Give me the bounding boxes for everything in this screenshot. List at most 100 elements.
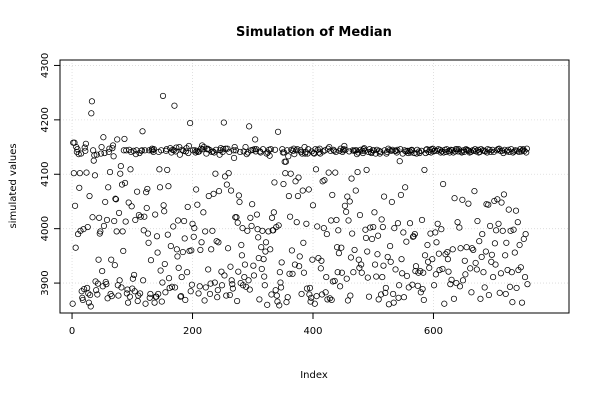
data-point	[296, 253, 303, 260]
data-point	[91, 152, 98, 159]
data-point	[283, 299, 290, 306]
data-point	[76, 170, 83, 177]
data-point	[453, 280, 460, 287]
data-point	[456, 283, 464, 290]
data-point	[345, 217, 352, 224]
y-tick-label: 4000	[40, 216, 51, 241]
data-point	[176, 151, 183, 158]
data-point	[221, 272, 228, 279]
data-point	[126, 293, 133, 300]
data-point	[106, 145, 113, 152]
data-point	[505, 206, 512, 213]
data-point	[202, 228, 209, 235]
data-point	[165, 275, 173, 282]
data-point	[349, 230, 356, 237]
data-point	[142, 300, 149, 307]
data-point	[387, 258, 394, 265]
data-point	[193, 186, 200, 193]
data-point	[337, 283, 344, 290]
data-point	[141, 147, 149, 154]
data-point	[146, 294, 153, 301]
data-point	[300, 269, 308, 276]
data-point	[497, 270, 505, 277]
data-point	[82, 147, 89, 154]
data-point	[278, 259, 285, 266]
data-point	[84, 284, 91, 292]
data-point	[499, 227, 506, 234]
data-point	[328, 296, 335, 304]
data-point	[227, 263, 234, 270]
data-point	[262, 239, 270, 246]
data-point	[335, 227, 342, 234]
data-point	[396, 158, 403, 165]
data-point	[379, 274, 386, 281]
data-point	[164, 166, 171, 173]
data-point	[73, 148, 80, 156]
data-point	[329, 191, 336, 199]
data-point	[353, 151, 361, 158]
data-point	[403, 238, 410, 245]
data-point	[491, 197, 498, 204]
data-point	[517, 264, 524, 271]
data-point	[105, 184, 112, 191]
x-axis-label: Index	[300, 370, 328, 381]
data-point	[151, 299, 158, 306]
data-point	[306, 284, 314, 292]
data-point	[238, 241, 245, 249]
data-point	[159, 92, 167, 99]
x-axis: 0 200 400 600	[69, 312, 443, 337]
data-point	[156, 166, 163, 173]
data-point	[111, 217, 118, 225]
data-point	[433, 239, 440, 246]
data-point	[400, 294, 408, 301]
data-point	[493, 227, 500, 234]
data-point	[239, 225, 246, 232]
data-point	[340, 147, 347, 154]
data-point	[255, 234, 262, 241]
data-point	[287, 213, 294, 220]
data-point	[513, 284, 520, 292]
data-point	[112, 196, 120, 203]
data-point	[421, 252, 429, 259]
data-point	[502, 290, 509, 298]
data-point	[110, 153, 117, 160]
data-point	[91, 172, 99, 179]
data-point	[338, 269, 345, 276]
data-point	[471, 188, 478, 195]
data-point	[105, 148, 112, 156]
data-point	[116, 277, 123, 284]
data-point	[287, 170, 294, 177]
data-point	[468, 245, 476, 252]
data-point	[421, 166, 428, 173]
data-point	[293, 219, 300, 226]
data-point	[188, 247, 195, 254]
data-point	[454, 219, 461, 226]
data-point	[365, 148, 372, 156]
data-point	[427, 230, 434, 237]
data-point	[187, 288, 194, 295]
data-point	[364, 248, 371, 255]
data-point	[396, 282, 403, 289]
data-point	[100, 134, 107, 141]
data-point	[418, 216, 426, 224]
data-point	[391, 225, 398, 232]
data-point	[390, 299, 397, 306]
data-point	[131, 288, 138, 295]
data-point	[399, 270, 406, 277]
data-point	[209, 148, 217, 155]
data-point	[295, 174, 302, 181]
data-point	[344, 297, 352, 304]
data-point	[308, 294, 315, 301]
data-point	[420, 296, 427, 304]
data-point	[226, 291, 233, 299]
data-point	[231, 154, 238, 162]
data-point	[157, 267, 164, 274]
data-point	[424, 258, 432, 265]
data-point	[306, 291, 313, 298]
data-point	[171, 102, 178, 109]
grid-lines	[60, 60, 569, 313]
data-point	[470, 246, 477, 253]
data-point	[168, 283, 176, 290]
data-point	[354, 169, 361, 176]
data-point	[221, 173, 229, 180]
